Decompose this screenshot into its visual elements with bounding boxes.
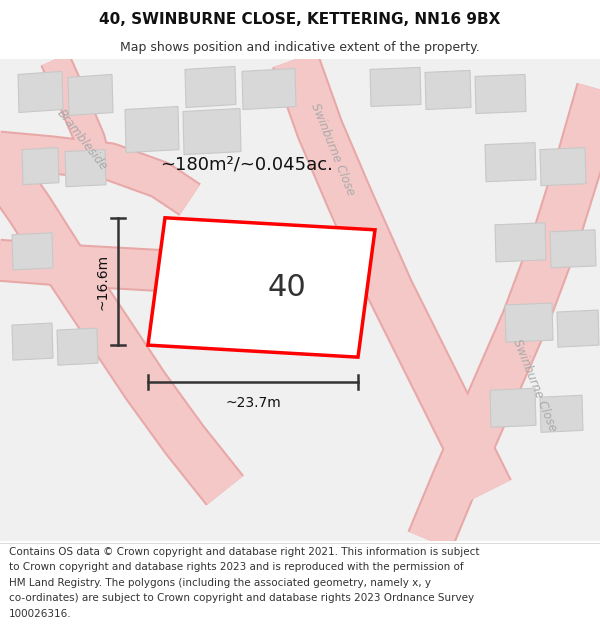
Polygon shape — [185, 66, 236, 108]
Polygon shape — [183, 109, 241, 154]
Text: co-ordinates) are subject to Crown copyright and database rights 2023 Ordnance S: co-ordinates) are subject to Crown copyr… — [9, 593, 474, 603]
Polygon shape — [288, 238, 336, 275]
Text: Map shows position and indicative extent of the property.: Map shows position and indicative extent… — [120, 41, 480, 54]
Text: Contains OS data © Crown copyright and database right 2021. This information is : Contains OS data © Crown copyright and d… — [9, 546, 479, 556]
Polygon shape — [22, 148, 59, 185]
Polygon shape — [425, 71, 471, 109]
Polygon shape — [490, 388, 536, 428]
Polygon shape — [68, 74, 113, 116]
Text: 40: 40 — [267, 273, 306, 302]
Text: Swinburne Close: Swinburne Close — [308, 102, 358, 198]
Text: to Crown copyright and database rights 2023 and is reproduced with the permissio: to Crown copyright and database rights 2… — [9, 562, 464, 572]
Polygon shape — [540, 395, 583, 432]
Text: HM Land Registry. The polygons (including the associated geometry, namely x, y: HM Land Registry. The polygons (includin… — [9, 578, 431, 587]
Polygon shape — [235, 233, 283, 270]
Text: 40, SWINBURNE CLOSE, KETTERING, NN16 9BX: 40, SWINBURNE CLOSE, KETTERING, NN16 9BX — [100, 12, 500, 27]
Polygon shape — [65, 149, 106, 187]
Polygon shape — [550, 230, 596, 268]
Polygon shape — [57, 328, 98, 365]
Text: Brambleside: Brambleside — [54, 106, 110, 172]
Polygon shape — [148, 217, 375, 357]
Text: 100026316.: 100026316. — [9, 609, 71, 619]
Polygon shape — [495, 222, 546, 262]
Polygon shape — [242, 68, 296, 109]
Polygon shape — [18, 71, 63, 112]
Polygon shape — [505, 303, 553, 342]
Polygon shape — [557, 310, 599, 347]
Polygon shape — [125, 106, 179, 152]
Text: Swinburne Close: Swinburne Close — [511, 337, 559, 433]
Polygon shape — [540, 148, 586, 186]
Text: ~23.7m: ~23.7m — [225, 396, 281, 410]
Polygon shape — [12, 233, 53, 270]
Text: ~180m²/~0.045ac.: ~180m²/~0.045ac. — [160, 156, 333, 174]
Polygon shape — [12, 323, 53, 360]
Polygon shape — [485, 142, 536, 182]
Text: ~16.6m: ~16.6m — [96, 253, 110, 309]
Polygon shape — [370, 68, 421, 106]
Polygon shape — [475, 74, 526, 114]
